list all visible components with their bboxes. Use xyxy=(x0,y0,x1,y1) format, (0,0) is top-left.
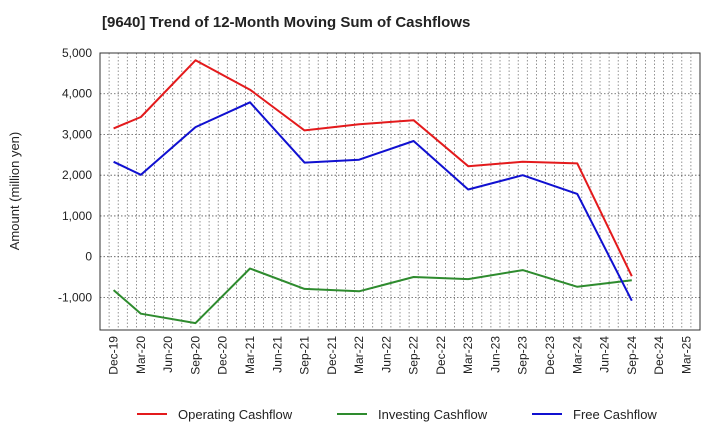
x-tick-label: Dec-22 xyxy=(434,336,448,375)
x-tick-label: Jun-23 xyxy=(488,336,502,373)
x-tick-label: Sep-20 xyxy=(188,336,202,375)
series-line-operating-cashflow xyxy=(113,59,633,277)
x-tick-label: Sep-22 xyxy=(407,336,421,375)
x-tick-labels: Dec-19 Mar-20 Jun-20 Sep-20 Dec-20 Mar-21 Jun-… xyxy=(107,336,694,375)
x-tick-label: Sep-23 xyxy=(516,336,530,375)
y-tick-label: 2,000 xyxy=(62,168,92,182)
series-line-investing-cashflow xyxy=(112,267,632,325)
y-tick-label: 1,000 xyxy=(62,209,92,223)
y-tick-label: 0 xyxy=(85,250,92,264)
legend-label: Free Cashflow xyxy=(573,407,657,422)
x-tick-label: Mar-24 xyxy=(570,336,584,374)
x-tick-label: Jun-21 xyxy=(270,336,284,373)
x-tick-label: Mar-22 xyxy=(352,336,366,374)
x-tick-label: Mar-20 xyxy=(134,336,148,374)
x-tick-label: Jun-24 xyxy=(598,336,612,373)
y-tick-label: 5,000 xyxy=(62,46,92,60)
y-axis-label: Amount (million yen) xyxy=(7,132,22,251)
legend-label: Operating Cashflow xyxy=(178,407,293,422)
x-tick-label: Sep-21 xyxy=(298,336,312,375)
x-tick-label: Dec-21 xyxy=(325,336,339,375)
y-tick-labels: 5,000 4,000 3,000 2,000 1,000 0 -1,000 xyxy=(58,46,92,304)
x-tick-label: Mar-23 xyxy=(461,336,475,374)
series-line-free-cashflow xyxy=(113,101,633,302)
x-tick-label: Jun-20 xyxy=(161,336,175,373)
plot-frame xyxy=(99,52,701,331)
x-tick-label: Sep-24 xyxy=(625,336,639,375)
y-tick-label: -1,000 xyxy=(58,290,92,304)
series-lines xyxy=(112,59,633,325)
x-tick-label: Jun-22 xyxy=(379,336,393,373)
x-tick-label: Dec-24 xyxy=(652,336,666,375)
y-tick-label: 3,000 xyxy=(62,127,92,141)
x-tick-label: Dec-20 xyxy=(216,336,230,375)
x-tick-label: Mar-21 xyxy=(243,336,257,374)
legend-label: Investing Cashflow xyxy=(378,407,488,422)
x-tick-label: Mar-25 xyxy=(679,336,693,374)
chart-title: [9640] Trend of 12-Month Moving Sum of C… xyxy=(102,14,471,31)
grid xyxy=(100,52,700,330)
x-tick-label: Dec-19 xyxy=(107,336,121,375)
y-tick-label: 4,000 xyxy=(62,87,92,101)
x-tick-label: Dec-23 xyxy=(543,336,557,375)
legend: Operating Cashflow Investing Cashflow Free… xyxy=(137,407,657,422)
